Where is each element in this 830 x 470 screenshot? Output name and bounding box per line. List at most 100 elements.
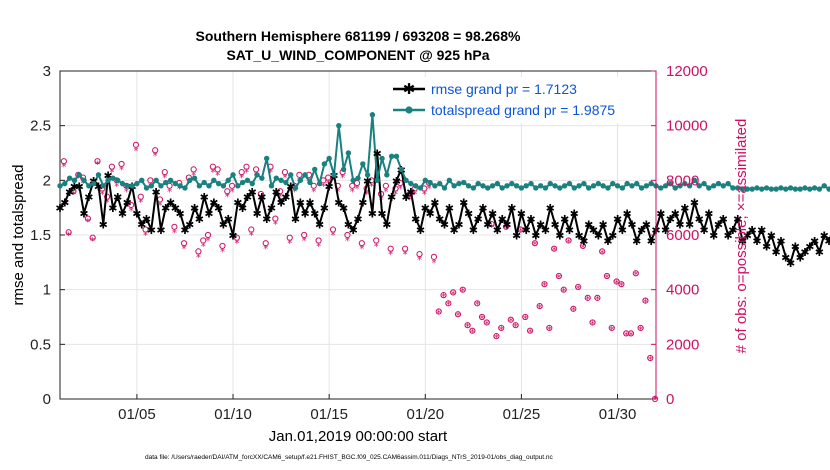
- rmse-point: ✱: [493, 224, 502, 237]
- obs-possible-marker: [94, 158, 101, 165]
- spread-point: [336, 122, 342, 129]
- rmse-point: ✱: [296, 197, 305, 210]
- chart-subtitle: SAT_U_WIND_COMPONENT @ 925 hPa: [226, 47, 489, 63]
- y-tick-label-left: 2: [43, 172, 51, 189]
- rmse-point: ✱: [690, 197, 699, 210]
- rmse-point: ✱: [267, 202, 276, 215]
- obs-possible-marker: [161, 169, 168, 176]
- x-tick-label: 01/15: [310, 406, 348, 423]
- obs-possible-marker: [60, 158, 67, 165]
- rmse-point: ✱: [748, 224, 757, 237]
- spread-point: [302, 172, 308, 178]
- obs-assimilated-marker: *: [76, 173, 81, 184]
- spread-point: [364, 172, 371, 178]
- obs-possible-marker: [589, 319, 596, 326]
- spread-point: [807, 186, 813, 192]
- obs-assimilated-marker: *: [359, 244, 364, 255]
- obs-possible-marker: [507, 316, 514, 323]
- obs-possible-marker: [488, 220, 495, 228]
- obs-possible-marker: [555, 272, 563, 280]
- spread-point: [139, 177, 145, 184]
- rmse-point: ✱: [363, 175, 372, 188]
- spread-point: [215, 180, 222, 187]
- obs-assimilated-marker: *: [355, 184, 360, 195]
- spread-point: [350, 177, 356, 184]
- spread-point: [417, 185, 424, 191]
- spread-point: [581, 180, 587, 187]
- obs-possible-marker: [108, 163, 116, 170]
- rmse-point: ✱: [204, 208, 213, 221]
- spread-point: [470, 185, 477, 191]
- rmse-point: ✱: [459, 197, 468, 210]
- obs-possible-marker: [493, 333, 500, 340]
- obs-assimilated-marker: *: [239, 173, 244, 184]
- obs-assimilated-marker: *: [643, 297, 648, 308]
- axes-ticks: 01/05 01/10 01/15 01/20 01/25 01/30 0 0.5 1 1.5 2 2…: [30, 63, 708, 423]
- rmse-point: ✱: [358, 197, 367, 210]
- obs-possible-marker: [65, 229, 72, 236]
- spread-point: [451, 183, 457, 189]
- obs-assimilated-marker: *: [71, 190, 76, 201]
- rmse-point: ✱: [704, 208, 713, 221]
- obs-assimilated-marker: *: [609, 325, 614, 336]
- rmse-point: ✱: [171, 202, 180, 215]
- rmse-point: ✱: [613, 213, 622, 226]
- obs-possible-marker: [137, 193, 144, 200]
- spread-point: [163, 179, 169, 186]
- rmse-point: ✱: [445, 202, 454, 215]
- spread-point: [571, 185, 577, 191]
- obs-assimilated-marker: *: [595, 295, 600, 306]
- spread-point: [499, 185, 505, 191]
- obs-possible-marker: [599, 248, 606, 255]
- obs-possible-marker: [200, 237, 207, 244]
- obs-possible-marker: [483, 319, 490, 326]
- spread-point: [355, 175, 361, 181]
- obs-assimilated-marker: *: [215, 170, 220, 181]
- obs-assimilated-marker: *: [653, 395, 658, 406]
- rmse-point: ✱: [406, 186, 415, 199]
- obs-assimilated-marker: *: [302, 236, 307, 247]
- obs-possible-marker: [642, 297, 649, 304]
- obs-assimilated-marker: *: [61, 162, 66, 173]
- x-tick-label: 01/25: [503, 406, 541, 423]
- rmse-point: ✱: [55, 202, 64, 215]
- obs-possible-marker: [531, 240, 538, 247]
- spread-point: [360, 161, 366, 167]
- obs-possible-marker: [440, 292, 447, 299]
- rmse-point: ✱: [560, 213, 569, 226]
- spread-point: [792, 186, 799, 192]
- rmse-point: ✱: [262, 213, 271, 226]
- rmse-point: ✱: [353, 213, 362, 226]
- spread-point: [763, 185, 770, 191]
- spread-point: [225, 177, 231, 184]
- obs-possible-marker: [310, 182, 317, 189]
- y-axis-label-right: # of obs: o=possible; ×=assimilated: [733, 119, 750, 354]
- spread-point: [326, 155, 332, 162]
- rmse-point: ✱: [714, 219, 723, 232]
- rmse-point: ✱: [522, 224, 531, 237]
- spread-point: [235, 183, 241, 189]
- obs-assimilated-marker: *: [105, 198, 110, 209]
- spread-point: [153, 177, 159, 184]
- obs-assimilated-marker: *: [638, 325, 643, 336]
- spread-point: [432, 183, 438, 189]
- spread-point: [393, 153, 400, 159]
- spread-point: [239, 179, 246, 186]
- obs-assimilated-marker: *: [537, 303, 542, 314]
- obs-assimilated-marker: *: [129, 206, 134, 217]
- legend: ✱ rmse grand pr = 1.7123 totalspread gra…: [390, 77, 655, 123]
- rmse-point: ✱: [281, 191, 290, 204]
- obs-possible-marker: [325, 174, 332, 181]
- rmse-point: ✱: [84, 191, 93, 204]
- spread-point: [408, 180, 414, 187]
- spread-point: [259, 175, 265, 181]
- obs-assimilated-marker: *: [153, 151, 158, 162]
- obs-possible-marker: [84, 215, 91, 222]
- rmse-point: ✱: [233, 197, 242, 210]
- spread-point: [62, 180, 68, 187]
- spread-point: [268, 183, 275, 189]
- spread-point: [134, 180, 140, 187]
- rmse-point: ✱: [800, 246, 809, 259]
- legend-label-spread: totalspread grand pr = 1.9875: [431, 102, 615, 118]
- spread-point: [811, 185, 818, 191]
